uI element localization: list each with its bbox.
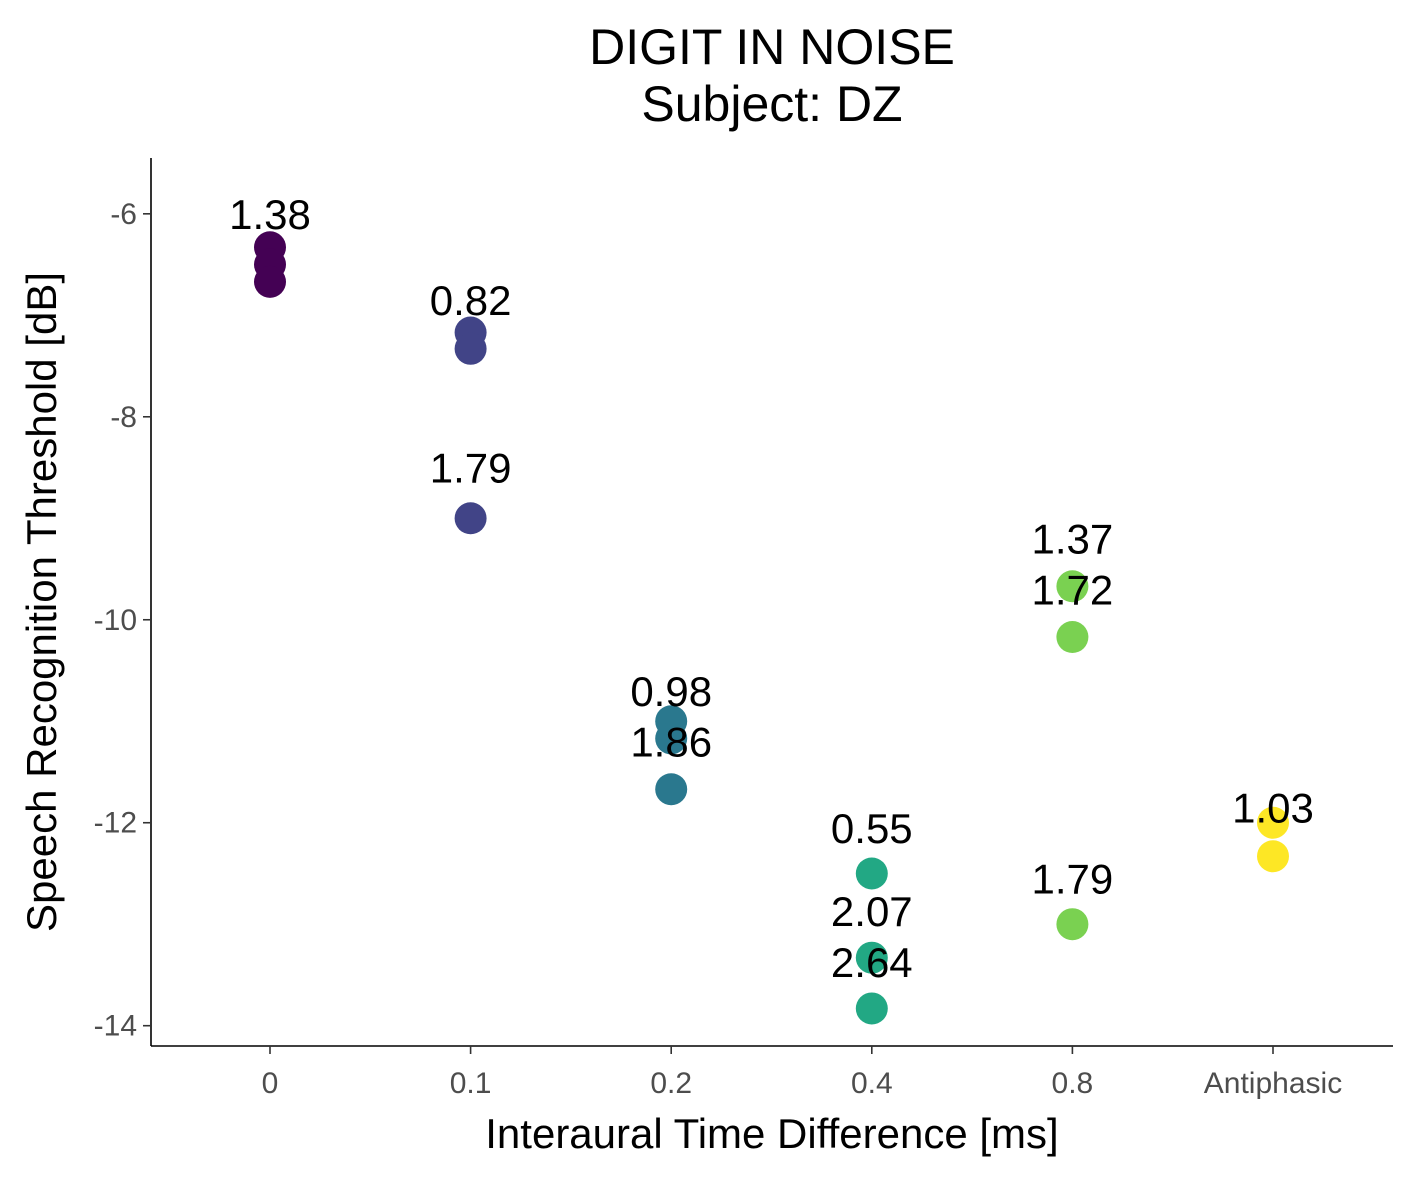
x-axis-ticks: 0 0.1 0.2 0.4 0.8 Antiphasic	[262, 1046, 1342, 1100]
data-point	[454, 502, 487, 535]
data-point	[1056, 908, 1089, 941]
data-point	[1056, 621, 1089, 654]
x-tick-label: 0.8	[1052, 1067, 1094, 1100]
data-label: 2.07	[831, 888, 913, 935]
y-axis-ticks: -14 -12 -10 -8 -6	[94, 198, 151, 1043]
data-point	[655, 773, 688, 806]
data-point	[855, 992, 888, 1025]
data-label: 0.82	[430, 277, 512, 324]
y-tick-label: -12	[94, 807, 137, 840]
data-label: 1.79	[430, 445, 512, 492]
y-tick-label: -8	[110, 401, 137, 434]
data-label: 1.37	[1032, 516, 1114, 563]
y-axis-title: Speech Recognition Threshold [dB]	[18, 272, 65, 932]
chart-subtitle: Subject: DZ	[641, 76, 902, 132]
data-point	[1257, 806, 1289, 839]
data-label: 1.38	[229, 191, 311, 238]
data-point	[254, 265, 286, 298]
data-point	[1056, 570, 1089, 603]
data-label: 1.86	[630, 719, 712, 766]
y-tick-label: -14	[94, 1010, 137, 1043]
x-tick-label: 0.2	[650, 1067, 692, 1100]
data-label: 2.64	[831, 939, 913, 986]
y-tick-label: -10	[94, 604, 137, 637]
chart-title: DIGIT IN NOISE	[589, 19, 955, 75]
data-point	[454, 332, 487, 365]
data-point	[855, 941, 888, 974]
data-point	[855, 857, 888, 890]
data-label: 1.72	[1032, 566, 1114, 613]
data-point	[1257, 840, 1289, 873]
x-axis-title: Interaural Time Difference [ms]	[485, 1110, 1058, 1157]
x-tick-label: Antiphasic	[1204, 1067, 1342, 1100]
data-label: 0.98	[630, 668, 712, 715]
y-tick-label: -6	[110, 198, 137, 231]
plot-area: 1.38 0.82 1.79 1.371.72 0.981.86 1.03 0.55 1.79…	[229, 191, 1314, 1025]
data-label: 1.03	[1232, 785, 1314, 832]
x-tick-label: 0.1	[450, 1067, 492, 1100]
x-tick-label: 0.4	[851, 1067, 893, 1100]
data-label: 1.79	[1032, 856, 1114, 903]
data-point	[655, 722, 688, 755]
x-tick-label: 0	[262, 1067, 279, 1100]
data-label: 0.55	[831, 805, 913, 852]
